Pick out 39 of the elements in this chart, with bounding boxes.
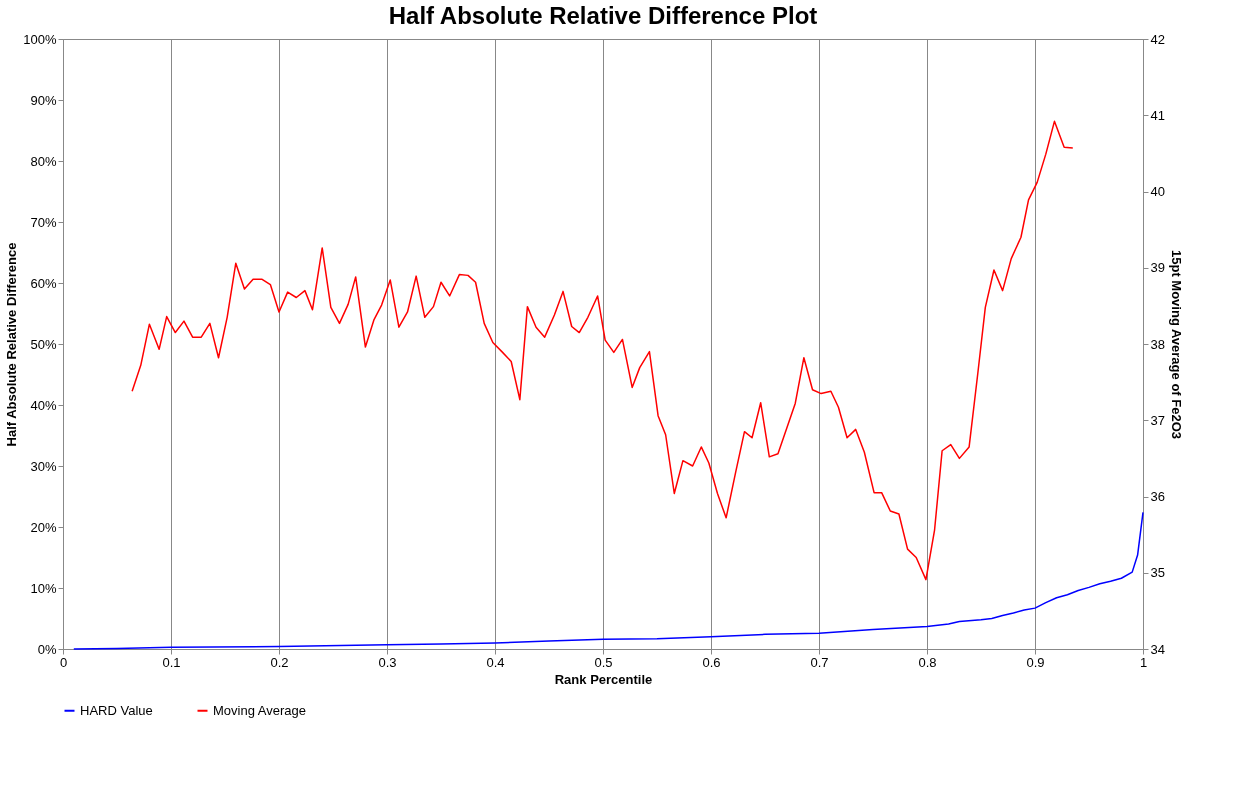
line-series bbox=[73, 511, 1144, 650]
y-tick-label: 40% bbox=[30, 397, 57, 413]
x-tick-label: 0.8 bbox=[918, 654, 937, 670]
chart-title: Half Absolute Relative Difference Plot bbox=[388, 2, 818, 29]
y2-tick-label: 42 bbox=[1150, 31, 1165, 47]
x-tick-label: 1 bbox=[1139, 654, 1148, 670]
y-tick-label: 10% bbox=[30, 580, 57, 596]
y-tick-label: 80% bbox=[30, 153, 57, 169]
y-tick-label: 0% bbox=[37, 641, 57, 657]
y-tick-label: 30% bbox=[30, 458, 57, 474]
x-tick-label: 0.1 bbox=[162, 654, 181, 670]
y-tick-label: 20% bbox=[30, 519, 57, 535]
x-tick-label: 0.5 bbox=[594, 654, 613, 670]
y2-tick-label: 39 bbox=[1150, 260, 1165, 276]
y-tick-label: 50% bbox=[30, 336, 57, 352]
y2-axis-title: 15pt Moving Average of Fe2O3 bbox=[1168, 249, 1184, 440]
legend-label: Moving Average bbox=[213, 702, 306, 718]
y-axis-title: Half Absolute Relative Difference bbox=[4, 242, 20, 447]
y2-tick-label: 40 bbox=[1150, 184, 1165, 199]
x-tick-label: 0.2 bbox=[270, 654, 289, 670]
y-tick-label: 100% bbox=[23, 31, 57, 47]
y2-tick-label: 37 bbox=[1150, 412, 1165, 428]
y-tick-label: 70% bbox=[30, 214, 57, 230]
y2-tick-label: 38 bbox=[1150, 336, 1165, 352]
y2-tick-label: 36 bbox=[1150, 489, 1165, 504]
x-tick-label: 0.6 bbox=[702, 654, 721, 670]
x-tick-label: 0.9 bbox=[1026, 654, 1045, 670]
legend-label: HARD Value bbox=[80, 702, 153, 718]
y2-tick-label: 35 bbox=[1150, 565, 1165, 581]
y2-tick-label: 34 bbox=[1150, 641, 1165, 657]
x-tick-label: 0.4 bbox=[486, 654, 505, 670]
x-tick-label: 0 bbox=[59, 654, 68, 670]
y-tick-label: 60% bbox=[30, 275, 57, 291]
line-series bbox=[131, 120, 1074, 581]
x-axis-title: Rank Percentile bbox=[554, 671, 653, 687]
y2-tick-label: 41 bbox=[1150, 107, 1165, 123]
x-tick-label: 0.3 bbox=[378, 654, 397, 670]
y-tick-label: 90% bbox=[30, 92, 57, 108]
x-tick-label: 0.7 bbox=[810, 654, 829, 670]
